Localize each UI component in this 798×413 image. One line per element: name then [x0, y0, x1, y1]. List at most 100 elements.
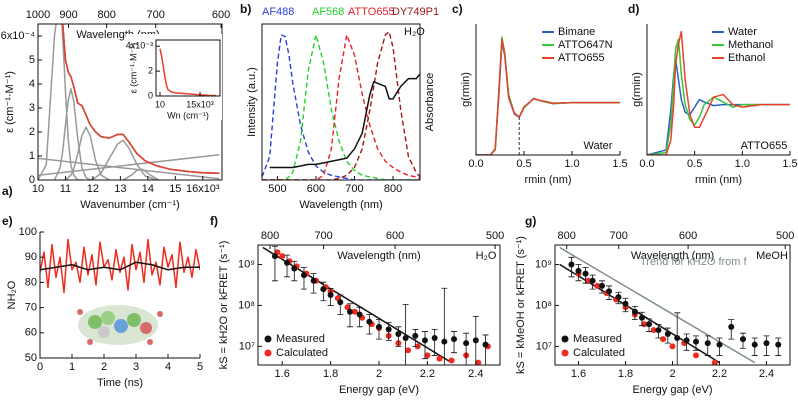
data-point — [716, 341, 723, 348]
panel: 10 15x10³ 0 2 4x10⁻³ Wn (cm⁻¹) ε (cm⁻¹·M⁻¹) — [126, 34, 222, 120]
y-tick-label: 10⁹ — [535, 258, 552, 270]
annotation: MeOH — [756, 250, 788, 262]
data-point — [660, 336, 667, 343]
data-point — [655, 327, 662, 334]
data-point — [451, 336, 458, 343]
data-point — [271, 253, 278, 260]
x-tick-label: 1.5 — [612, 158, 627, 170]
x-tick-label: 0.5 — [516, 158, 531, 170]
data-point — [631, 308, 638, 315]
error-bar — [271, 245, 278, 282]
data-point — [669, 343, 676, 350]
y-tick-label: 4 — [29, 78, 35, 90]
legend-label: AF488 — [262, 6, 294, 18]
x-axis-label: Wn (cm⁻¹) — [167, 110, 209, 120]
x2-tick-label: 600 — [212, 9, 230, 21]
plot-area — [262, 245, 491, 365]
series-line — [647, 38, 790, 155]
data-point — [606, 288, 613, 295]
error-bar — [472, 315, 479, 365]
x-tick-label: 1.0 — [564, 158, 579, 170]
y-tick-label: 10⁸ — [535, 299, 552, 311]
y-tick-label: 80 — [25, 276, 37, 288]
atom — [127, 313, 141, 327]
data-point — [441, 338, 448, 345]
error-bar — [284, 254, 291, 278]
error-bar — [674, 312, 681, 365]
data-point — [337, 299, 344, 306]
x-tick-label: 1.0 — [735, 158, 750, 170]
legend-label: Measured — [276, 333, 325, 345]
x-tick-label: 15 — [169, 183, 181, 195]
inset-background — [126, 34, 222, 120]
plot-frame — [261, 23, 421, 181]
data-point — [284, 259, 291, 266]
series-line — [262, 31, 420, 180]
x-tick-label: 13 — [114, 183, 126, 195]
x2-tick-label: 500 — [776, 230, 794, 242]
plot-area — [647, 30, 790, 155]
data-point — [589, 277, 596, 284]
x-tick-label: 700 — [345, 183, 363, 195]
atom — [101, 311, 115, 325]
plot-area — [476, 36, 620, 155]
x-tick-label: 15x10³ — [186, 99, 214, 109]
data-point — [582, 270, 589, 277]
x-tick-label: 10 — [32, 183, 44, 195]
y-tick-label: 10⁷ — [239, 340, 255, 352]
atom — [140, 322, 152, 334]
panel-letter: a) — [2, 184, 13, 198]
x-axis-label: rmin (nm) — [695, 174, 742, 186]
x-tick-label: 2.4 — [468, 368, 483, 380]
x2-tick-label: 700 — [314, 230, 332, 242]
atom — [98, 326, 110, 338]
error-bar — [346, 303, 353, 328]
x-tick-label: 3 — [133, 361, 139, 373]
data-point — [704, 340, 711, 347]
data-point — [693, 338, 699, 345]
data-point — [475, 359, 482, 365]
data-point — [402, 334, 409, 341]
x-axis-label: Wavenumber (cm⁻¹) — [80, 199, 180, 211]
series-line — [262, 34, 420, 180]
legend-label: Calculated — [276, 347, 328, 359]
water-atom — [87, 339, 93, 345]
legend-label: Calculated — [573, 347, 625, 359]
series-line — [40, 238, 200, 294]
plot-area — [262, 31, 420, 180]
water-atom — [157, 311, 163, 317]
panel: 0 1 2 3 4 5 50 60 70 80 90 100 Time (ns) NH₂O e) — [2, 214, 203, 389]
y-axis-label: NH₂O — [6, 280, 18, 309]
y-tick-label: 10⁹ — [238, 258, 255, 270]
x-tick-label: 2 — [376, 368, 382, 380]
panel-letter: f) — [210, 214, 218, 228]
x-tick-label: 16x10³ — [186, 183, 220, 195]
legend-label: Water — [728, 26, 757, 38]
annotation: Water — [584, 140, 613, 152]
series-line — [38, 24, 82, 180]
data-point — [366, 318, 373, 325]
panel-letter: b) — [240, 2, 251, 16]
data-point — [482, 341, 489, 348]
data-point — [300, 272, 307, 279]
x2-tick-label: 800 — [261, 230, 279, 242]
y-tick-label: 6x10⁻⁴ — [1, 30, 36, 42]
x-tick-label: 1.5 — [782, 158, 797, 170]
data-point — [405, 347, 412, 354]
data-point — [472, 337, 479, 344]
y-tick-label: 2 — [148, 65, 153, 75]
y-tick-label: 70 — [25, 302, 37, 314]
legend-label: ATTO655 — [558, 52, 605, 64]
data-point — [376, 323, 382, 330]
data-point — [646, 321, 652, 328]
plot-area — [38, 24, 220, 180]
x2-tick-label: 600 — [386, 230, 404, 242]
data-point — [568, 261, 575, 268]
panel-letter: d) — [628, 2, 639, 16]
y-tick-label: 0 — [148, 90, 153, 100]
x-tick-label: 0.0 — [468, 158, 483, 170]
legend-label: DY749P1 — [392, 6, 439, 18]
atom — [114, 319, 128, 333]
